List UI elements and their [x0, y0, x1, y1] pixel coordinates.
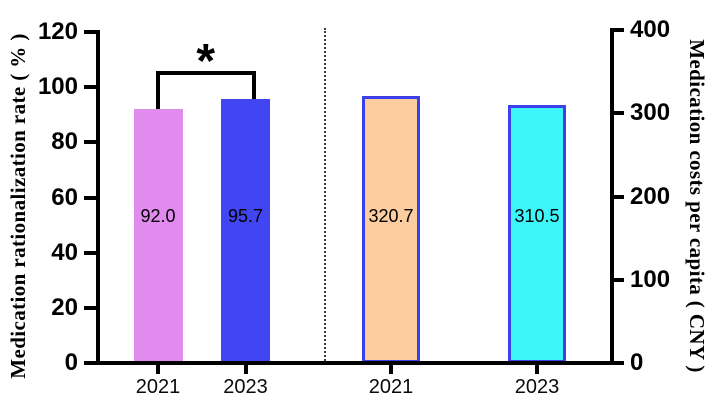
left-axis-tick-label: 120	[37, 18, 78, 45]
left-axis-tick-label: 80	[51, 128, 78, 156]
left-axis-tick-label: 0	[64, 349, 78, 376]
bar-rationalization-rate-2021	[133, 109, 183, 363]
right-axis-tick-label: 300	[630, 99, 671, 127]
x-axis-tick	[243, 365, 248, 374]
right-axis-tick	[612, 28, 624, 32]
left-axis-tick-label: 40	[51, 238, 78, 266]
right-axis-tick-label: 100	[630, 265, 671, 293]
left-axis-tick	[84, 305, 98, 310]
x-axis-tick	[389, 365, 393, 374]
x-category-label: 2023	[223, 376, 268, 398]
x-axis-tick	[156, 365, 160, 374]
right-axis-tick-label: 200	[630, 182, 671, 210]
left-axis-tick	[84, 195, 98, 200]
bar-value-label: 320.7	[368, 206, 414, 226]
right-axis-tick	[612, 194, 624, 199]
right-axis-tick	[612, 111, 624, 116]
bar-costs-per-capita-2023	[508, 104, 566, 363]
bar-value-label: 310.5	[514, 206, 560, 226]
right-axis-tick	[612, 277, 624, 282]
left-axis-tick	[84, 85, 98, 90]
right-axis-tick	[612, 361, 624, 365]
right-axis-tick-label: 400	[630, 16, 671, 43]
left-axis-tick	[84, 361, 98, 365]
bracket-horizontal-line	[156, 71, 256, 75]
x-axis-tick	[535, 365, 539, 374]
bracket-right-leg	[251, 71, 256, 100]
left-axis-tick-label: 100	[37, 73, 78, 101]
bar-value-label: 95.7	[227, 206, 264, 226]
left-axis-tick-label: 60	[51, 183, 78, 211]
left-axis-tick	[84, 140, 98, 145]
x-category-label: 2021	[135, 376, 181, 398]
left-axis-tick-label: 20	[51, 293, 78, 321]
bar-costs-per-capita-2021	[362, 96, 420, 363]
left-axis-tick	[84, 250, 98, 255]
left-axis-line	[96, 30, 100, 365]
x-category-label: 2023	[514, 376, 560, 398]
x-category-label: 2021	[368, 376, 414, 398]
significance-asterisk: *	[196, 35, 216, 88]
right-axis-tick-label: 0	[630, 349, 644, 376]
bar-value-label: 92.0	[140, 206, 176, 226]
panel-separator-dotted-line	[324, 28, 326, 361]
bar-rationalization-rate-2023	[221, 99, 270, 363]
bracket-left-leg	[156, 71, 160, 110]
x-axis-line	[96, 361, 614, 365]
left-axis-tick	[84, 30, 98, 34]
